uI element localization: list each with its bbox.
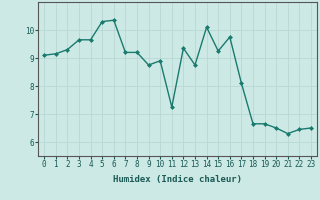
X-axis label: Humidex (Indice chaleur): Humidex (Indice chaleur) <box>113 175 242 184</box>
